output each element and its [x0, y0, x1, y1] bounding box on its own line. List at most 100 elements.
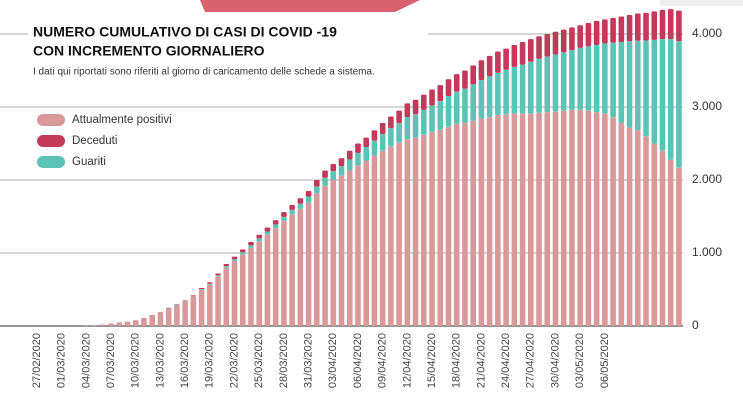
bar-segment: [453, 74, 460, 92]
x-tick-label: 21/04/2020: [475, 333, 487, 388]
bar-segment: [536, 36, 542, 59]
bar-segment: [256, 241, 263, 326]
bar-segment: [149, 315, 156, 326]
bar-segment: [552, 54, 559, 112]
bar-segment: [626, 41, 633, 128]
bar-segment: [297, 203, 304, 209]
bar-segment: [338, 158, 345, 167]
bar-segment: [676, 10, 682, 42]
bar-segment: [314, 186, 320, 194]
x-tick-label: 25/03/2020: [253, 333, 265, 388]
bar-segment: [281, 220, 287, 326]
bar-segment: [593, 20, 600, 45]
bar-segment: [651, 143, 658, 326]
bar-segment: [322, 177, 328, 186]
bar-segment: [215, 276, 221, 326]
bar-segment: [585, 23, 592, 47]
bar-segment: [264, 231, 271, 235]
bar-segment: [355, 165, 361, 326]
bar-segment: [495, 72, 501, 116]
bar-segment: [322, 185, 328, 326]
bar-segment: [355, 152, 361, 166]
bar-segment: [643, 12, 649, 41]
bar-segment: [503, 114, 509, 326]
bar-segment: [379, 150, 386, 326]
bar-segment: [421, 109, 427, 135]
y-tick-label: 2.000: [692, 172, 722, 186]
bar-segment: [256, 238, 263, 242]
bar-segment: [371, 130, 378, 141]
bar-segment: [100, 324, 106, 326]
bar-segment: [198, 289, 205, 326]
bar-segment: [651, 39, 658, 144]
bar-segment: [528, 39, 534, 62]
bar-segment: [569, 50, 575, 110]
bar-segment: [388, 146, 394, 326]
x-tick-label: 18/04/2020: [451, 333, 463, 388]
bar-segment: [396, 110, 402, 124]
bar-segment: [272, 228, 279, 326]
bar-segment: [602, 113, 608, 326]
bar-segment: [585, 110, 592, 327]
bar-segment: [544, 56, 551, 113]
bar-segment: [667, 39, 674, 160]
x-tick-label: 13/03/2020: [154, 333, 166, 388]
banner-decoration: [200, 0, 420, 12]
bar-segment: [297, 208, 304, 326]
x-tick-label: 09/04/2020: [377, 333, 389, 388]
bar-segment: [593, 112, 600, 326]
bar-segment: [379, 134, 386, 151]
bar-segment: [659, 150, 666, 326]
bar-segment: [346, 159, 353, 171]
bar-segment: [486, 76, 493, 118]
x-tick-label: 04/03/2020: [80, 333, 92, 388]
bar-segment: [528, 61, 534, 114]
bar-segment: [536, 112, 542, 326]
bar-segment: [305, 190, 312, 197]
bar-segment: [305, 202, 312, 326]
bar-segment: [437, 129, 444, 326]
bar-segment: [511, 66, 518, 114]
bar-segment: [470, 65, 476, 85]
bar-segment: [519, 42, 526, 65]
bar-segment: [371, 155, 378, 326]
bar-segment: [659, 39, 666, 151]
y-tick-label: 3.000: [692, 99, 722, 113]
bar-segment: [165, 308, 172, 326]
legend-swatch: [37, 135, 65, 147]
y-tick-label: 1.000: [692, 245, 722, 259]
bar-segment: [453, 91, 460, 124]
bar-segment: [108, 323, 114, 326]
bar-segment: [281, 216, 287, 221]
bar-segment: [404, 117, 411, 140]
bar-segment: [544, 112, 551, 326]
axes: 0 1.000 2.000 3.000 4.000 27/02/2020 01/03/202…: [31, 26, 722, 388]
bar-segment: [182, 301, 188, 326]
bar-segment: [667, 9, 674, 40]
legend: Attualmente positivi Deceduti Guariti: [37, 114, 172, 168]
legend-swatch: [37, 114, 65, 126]
bar-segment: [239, 249, 246, 253]
bar-segment: [198, 289, 205, 290]
x-tick-label: 16/03/2020: [179, 333, 191, 388]
x-tick-label: 06/05/2020: [599, 333, 611, 388]
bar-segment: [495, 115, 501, 326]
bar-segment: [248, 247, 254, 326]
bar-segment: [231, 261, 238, 326]
bar-segment: [585, 46, 592, 111]
bar-segment: [141, 318, 147, 326]
bar-segment: [272, 220, 279, 225]
bar-segment: [602, 43, 608, 114]
bar-segment: [577, 47, 583, 110]
bar-segment: [560, 29, 567, 53]
x-tick-label: 27/02/2020: [31, 333, 43, 388]
bar-segment: [602, 19, 608, 44]
x-tick-label: 07/03/2020: [105, 333, 117, 388]
legend-label: Guariti: [72, 156, 106, 168]
bar-segment: [453, 123, 460, 326]
bar-segment: [634, 13, 641, 41]
bar-segment: [519, 64, 526, 114]
bar-segment: [437, 85, 444, 102]
bar-segment: [659, 9, 666, 40]
bar-segment: [667, 159, 674, 326]
